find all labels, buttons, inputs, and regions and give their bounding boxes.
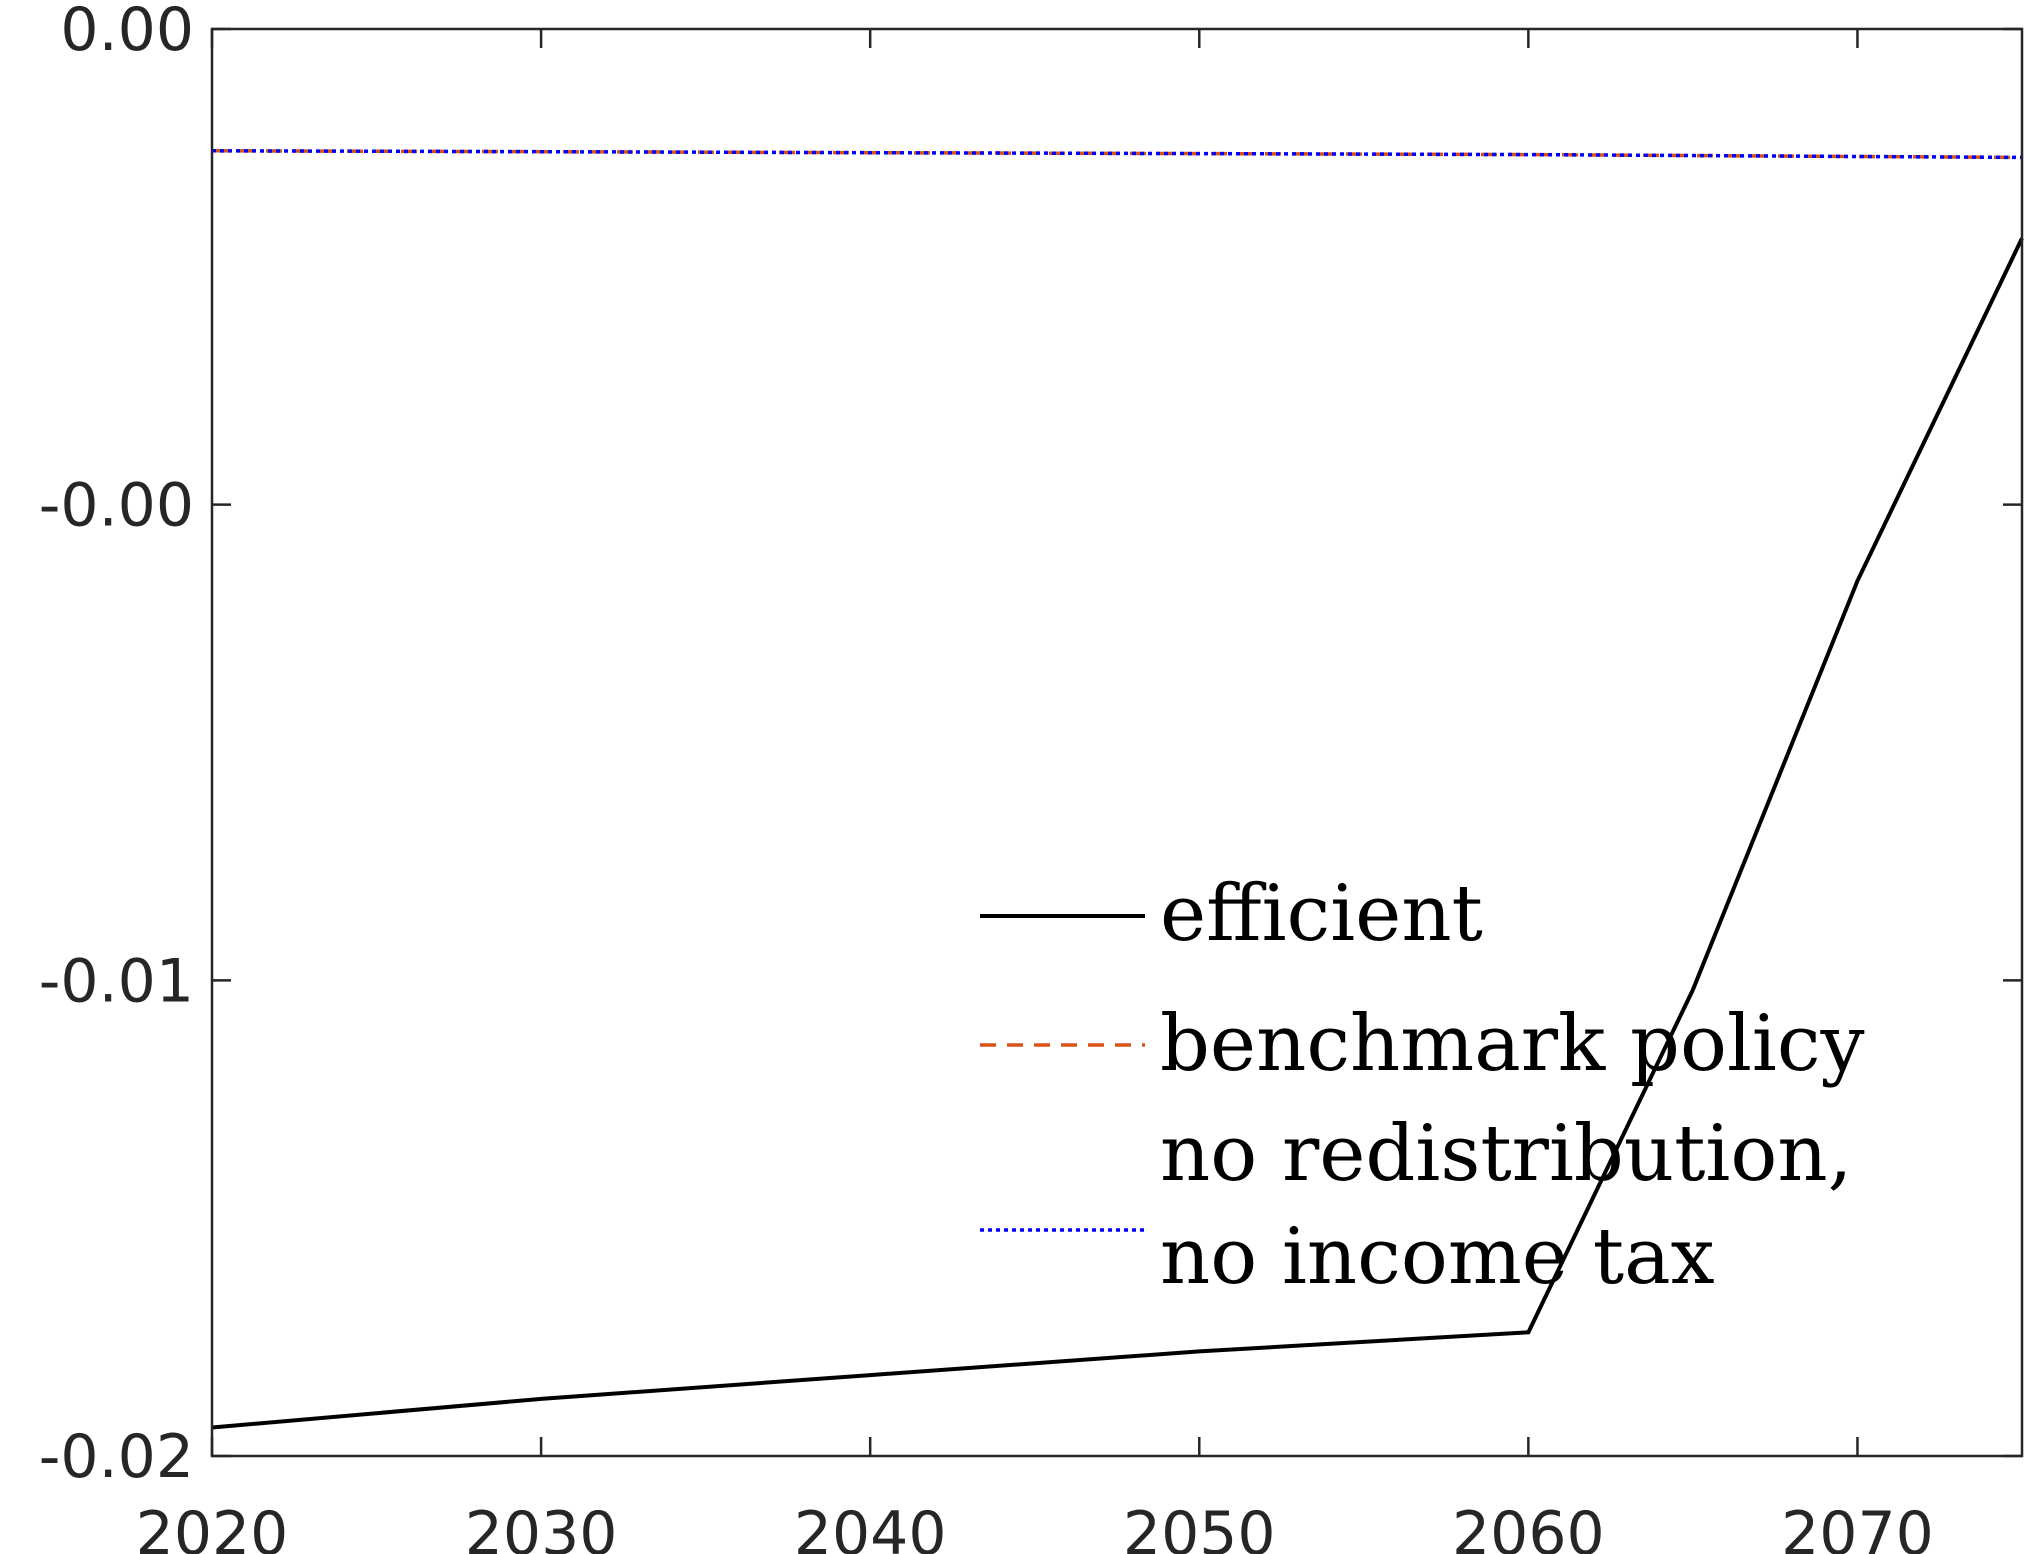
- axes-layer: 2020 2030 2040 2050 2060 2070 0.00 -0.00 -0.01 -0…: [39, 0, 2024, 1554]
- legend-label-3: no income tax: [1160, 1212, 1715, 1302]
- series-line-3: [211, 149, 2023, 160]
- x-tick-label: 2030: [465, 1499, 618, 1554]
- series-line-1: [211, 237, 2024, 1430]
- legend-label-1: efficient: [1160, 869, 1483, 959]
- y-tick-label: -0.02: [39, 1422, 194, 1492]
- x-tick-label: 2060: [1452, 1499, 1605, 1554]
- legend-label-3: no redistribution,: [1160, 1109, 1852, 1199]
- x-tick-label: 2020: [136, 1499, 289, 1554]
- legend-label-2: benchmark policy: [1160, 999, 1865, 1089]
- y-tick-label: -0.01: [39, 946, 194, 1016]
- y-tick-label: 0.00: [60, 0, 194, 65]
- x-tick-label: 2040: [794, 1499, 947, 1554]
- y-tick-label: -0.00: [39, 471, 194, 541]
- legend: efficient benchmark policy no redistributi…: [980, 869, 1865, 1302]
- x-tick-label: 2070: [1781, 1499, 1934, 1554]
- axes-box: [210, 27, 2024, 1458]
- x-tick-label: 2050: [1123, 1499, 1276, 1554]
- series-layer: [211, 149, 2024, 1430]
